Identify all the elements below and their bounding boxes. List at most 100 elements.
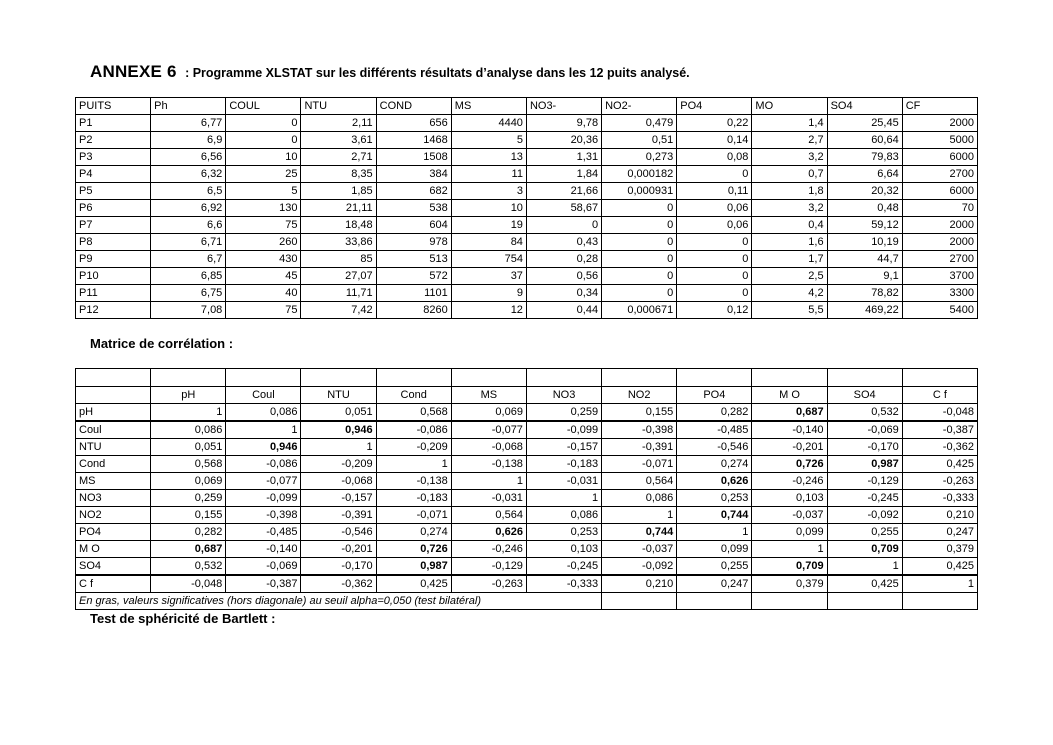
corr-cell: 1 [450, 472, 527, 490]
corr-cell: -0,362 [901, 438, 979, 456]
corr-cell: -0,170 [300, 557, 377, 576]
corr-cell: 0,568 [150, 455, 227, 473]
corr-cell: 1 [375, 455, 452, 473]
corr-row: Coul 0,086 1 0,946 -0,086 -0,077 -0,099 -0,398-… [74, 420, 979, 439]
wells-cell: 572 [375, 267, 452, 285]
corr-header-row: pH Coul NTU Cond MS NO3 NO2 PO4 M O SO4 C f [74, 386, 979, 404]
corr-cell: 0,564 [450, 506, 527, 524]
wells-row-id: P10 [74, 267, 152, 285]
wells-row-id: P11 [74, 284, 152, 302]
wells-cell: 27,07 [300, 267, 377, 285]
wells-row: P3 6,56 10 2,71 1508 13 1,31 0,273 0,08 3,2 79,83 6… [74, 148, 979, 166]
wells-cell: 5 [450, 131, 527, 149]
corr-cell: -0,037 [751, 506, 828, 524]
wells-cell: 1,8 [751, 182, 828, 200]
corr-cell: -0,333 [901, 489, 979, 507]
wells-cell: 5 [225, 182, 302, 200]
wells-cell: 10 [450, 199, 527, 217]
corr-cell: -0,201 [751, 438, 828, 456]
wells-cell: 0,43 [525, 233, 603, 251]
corr-cell: -0,201 [300, 540, 377, 558]
corr-cell: -0,546 [300, 523, 377, 541]
corr-cell: 0,564 [601, 472, 678, 490]
wells-cell: 5000 [901, 131, 979, 149]
wells-row-id: P5 [74, 182, 152, 200]
corr-cell: 0,253 [676, 489, 753, 507]
corr-cell: 0,626 [450, 523, 527, 541]
corr-cell: 0,568 [375, 403, 452, 422]
wells-cell: 0,11 [676, 182, 753, 200]
corr-cell: 0,744 [601, 523, 678, 541]
corr-spacer-cell [826, 368, 903, 387]
wells-cell: 0 [676, 165, 753, 183]
correlation-matrix-heading: Matrice de corrélation : [90, 336, 234, 351]
corr-row-label: NO3 [74, 489, 152, 507]
wells-cell: 19 [450, 216, 527, 234]
wells-cell: 6,56 [150, 148, 227, 166]
corr-header-cell: SO4 [826, 386, 903, 404]
corr-cell: 0,103 [751, 489, 828, 507]
corr-cell: -0,170 [826, 438, 903, 456]
corr-cell: 0,687 [150, 540, 227, 558]
corr-cell: -0,086 [375, 420, 452, 439]
wells-cell: 0,12 [676, 301, 753, 319]
corr-footnote-empty-cell [676, 592, 753, 610]
corr-cell: 0,425 [901, 455, 979, 473]
wells-cell: 384 [375, 165, 452, 183]
wells-cell: 40 [225, 284, 302, 302]
corr-cell: -0,246 [751, 472, 828, 490]
corr-cell: -0,546 [676, 438, 753, 456]
corr-cell: -0,183 [375, 489, 452, 507]
wells-cell: 2,5 [751, 267, 828, 285]
wells-row: P6 6,92 130 21,11 538 10 58,67 0 0,06 3,2 0,48 70 [74, 199, 979, 217]
corr-cell: -0,387 [225, 574, 302, 593]
corr-cell: -0,138 [375, 472, 452, 490]
wells-cell: 754 [450, 250, 527, 268]
wells-cell: 0,56 [525, 267, 603, 285]
wells-cell: 5,5 [751, 301, 828, 319]
wells-cell: 0 [601, 233, 678, 251]
wells-cell: 0,4 [751, 216, 828, 234]
wells-cell: 469,22 [826, 301, 903, 319]
wells-cell: 25,45 [826, 114, 903, 132]
corr-cell: 1 [751, 540, 828, 558]
wells-cell: 682 [375, 182, 452, 200]
wells-cell: 0,06 [676, 199, 753, 217]
corr-cell: -0,157 [300, 489, 377, 507]
wells-cell: 2,11 [300, 114, 377, 132]
wells-cell: 656 [375, 114, 452, 132]
wells-cell: 6,85 [150, 267, 227, 285]
wells-cell: 538 [375, 199, 452, 217]
corr-cell: 0,086 [525, 506, 603, 524]
page-title-text: : Programme XLSTAT sur les différents ré… [185, 66, 690, 80]
wells-cell: 5400 [901, 301, 979, 319]
wells-cell: 604 [375, 216, 452, 234]
corr-row-label: Cond [74, 455, 152, 473]
corr-cell: -0,077 [450, 420, 527, 439]
corr-cell: 0,379 [901, 540, 979, 558]
corr-cell: -0,391 [601, 438, 678, 456]
wells-cell: 44,7 [826, 250, 903, 268]
corr-cell: -0,485 [225, 523, 302, 541]
wells-cell: 0 [676, 233, 753, 251]
wells-cell: 10 [225, 148, 302, 166]
corr-row-label: PO4 [74, 523, 152, 541]
corr-cell: 0,532 [150, 557, 227, 576]
wells-header-cell: SO4 [826, 97, 903, 115]
wells-header-row: PUITS Ph COUL NTU COND MS NO3- NO2- PO4 MO SO4 CF [74, 97, 979, 115]
corr-header-cell: M O [751, 386, 828, 404]
corr-cell: 0,253 [525, 523, 603, 541]
corr-cell: 0,626 [676, 472, 753, 490]
corr-cell: 0,946 [300, 420, 377, 439]
corr-cell: -0,209 [375, 438, 452, 456]
corr-cell: 0,946 [225, 438, 302, 456]
corr-cell: 1 [150, 403, 227, 422]
wells-cell: 0,7 [751, 165, 828, 183]
corr-header-cell: NO2 [601, 386, 678, 404]
corr-cell: 0,274 [375, 523, 452, 541]
wells-cell: 9 [450, 284, 527, 302]
corr-cell: 0,051 [300, 403, 377, 422]
wells-cell: 0 [676, 267, 753, 285]
corr-cell: 0,726 [375, 540, 452, 558]
wells-cell: 0,14 [676, 131, 753, 149]
